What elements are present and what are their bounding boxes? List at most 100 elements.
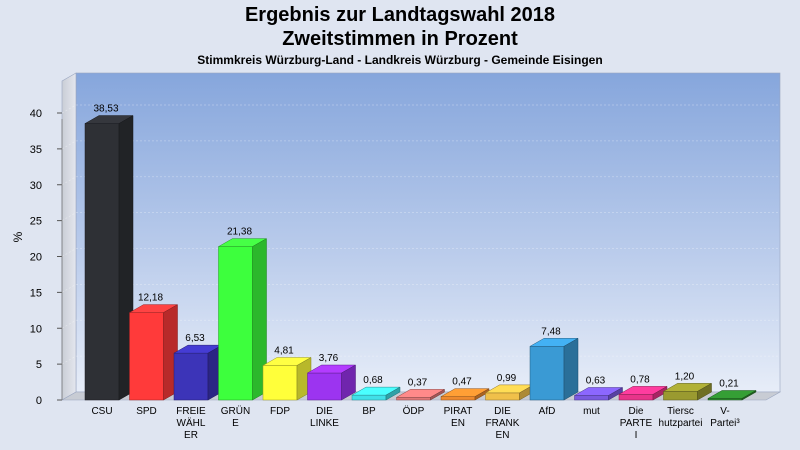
bar-front	[396, 397, 431, 401]
grid-line	[61, 104, 77, 114]
bar-6	[351, 386, 401, 401]
bar-front	[173, 352, 209, 401]
value-label: 0,68	[363, 375, 383, 386]
bar-10	[529, 337, 579, 401]
bar-front	[663, 391, 698, 401]
y-tick-label: 40	[30, 108, 42, 120]
category-label-line: PIRAT	[444, 406, 473, 417]
category-label-line: Tiersc	[667, 406, 694, 417]
category-label-line: hutzpartei	[659, 418, 703, 429]
chart-subtitle: Zweitstimmen in Prozent	[282, 28, 518, 50]
category-label-line: FDP	[270, 406, 290, 417]
bar-side	[608, 387, 623, 401]
chart-title: Ergebnis zur Landtagswahl 2018	[244, 4, 556, 26]
category-label: SPD	[136, 406, 157, 417]
category-label-line: SPD	[136, 406, 157, 417]
category-label-line: DIE	[316, 406, 333, 417]
bar-12	[618, 385, 668, 401]
value-labels: 38,53 12,18 6,53 21,38 4,81 3,76 0,68 0,37 0,47 0…	[93, 104, 739, 390]
bar-2	[173, 344, 223, 401]
category-label: BP	[362, 406, 376, 417]
category-label-line: AfD	[539, 406, 556, 417]
bar-front	[84, 123, 120, 401]
bar-side	[385, 386, 401, 401]
y-axis-label: %	[11, 231, 25, 242]
value-label: 0,47	[452, 377, 472, 388]
bar-front	[440, 396, 476, 401]
value-label: 0,37	[408, 377, 428, 388]
category-label: V-Partei³	[710, 406, 740, 429]
category-label-line: EN	[451, 418, 465, 429]
value-label: 0,63	[586, 375, 606, 386]
bar-1	[128, 304, 179, 401]
bar-side	[430, 388, 445, 401]
value-label: 1,20	[675, 371, 695, 382]
bar-11	[573, 387, 624, 401]
value-label: 0,21	[719, 378, 739, 389]
value-label: 38,53	[93, 104, 118, 115]
category-label-line: ÖDP	[403, 405, 425, 417]
bar-front	[529, 346, 565, 401]
bar-side	[341, 364, 356, 401]
value-label: 6,53	[185, 333, 205, 344]
value-label: 3,76	[319, 353, 339, 364]
category-label: Die PARTE I	[620, 406, 653, 441]
bar-front	[307, 372, 342, 401]
y-tick-label: 15	[30, 287, 42, 299]
y-tick-label: 20	[30, 252, 42, 264]
bar-5	[306, 364, 357, 401]
grid-line	[61, 176, 77, 186]
bar-front	[129, 312, 164, 401]
category-label: Tiersc hutzpartei	[659, 406, 703, 429]
y-tick-label: 5	[36, 359, 42, 371]
y-tick-label: 35	[30, 144, 42, 156]
bar-front	[218, 246, 253, 401]
grid-line	[61, 284, 77, 293]
category-label-line: Partei³	[710, 418, 740, 429]
bar-0	[84, 115, 134, 401]
category-label-line: DIE	[494, 406, 511, 417]
category-label: ÖDP	[403, 405, 425, 417]
category-label-line: ER	[184, 430, 198, 441]
bar-side	[741, 390, 757, 401]
category-label-line: I	[635, 430, 638, 441]
category-label: FDP	[270, 406, 290, 417]
category-label: FREIE WÄHL ER	[176, 406, 206, 441]
category-label: PIRAT EN	[444, 406, 473, 429]
category-label-line: EN	[496, 430, 510, 441]
category-label-line: CSU	[91, 406, 112, 417]
y-tick-label: 10	[30, 323, 42, 335]
bars	[84, 115, 757, 401]
y-axis: 0 5 10 15 20 25 30 35 40%	[11, 108, 63, 407]
bar-front	[574, 395, 609, 401]
grid-line	[61, 140, 77, 150]
category-label: DIE FRANK EN	[486, 406, 520, 441]
category-label-line: FREIE	[176, 406, 206, 417]
category-label-line: FRANK	[486, 418, 520, 429]
value-label: 21,38	[227, 227, 252, 238]
category-label: DIE LINKE	[310, 406, 339, 429]
plot-side-wall	[61, 72, 77, 401]
category-label-line: WÄHL	[177, 417, 206, 429]
bar-front	[485, 392, 520, 401]
category-label-line: V-	[720, 406, 729, 417]
y-tick-label: 0	[36, 395, 42, 407]
category-label: CSU	[91, 406, 112, 417]
grid-line	[61, 355, 77, 365]
bar-front	[618, 394, 654, 401]
plot-back-wall	[75, 72, 781, 393]
grid-line	[61, 212, 77, 221]
bar-front	[262, 365, 298, 401]
chart-context: Stimmkreis Würzburg-Land - Landkreis Wür…	[197, 53, 603, 67]
bar-14	[707, 390, 757, 401]
grid-line	[61, 319, 77, 329]
category-label: mut	[583, 406, 600, 417]
category-label: AfD	[539, 406, 556, 417]
y-tick-label: 25	[30, 216, 42, 228]
bar-side	[563, 337, 579, 401]
value-label: 0,99	[497, 373, 517, 384]
value-label: 7,48	[541, 326, 561, 337]
bar-13	[662, 382, 713, 401]
grid-line	[61, 248, 77, 257]
